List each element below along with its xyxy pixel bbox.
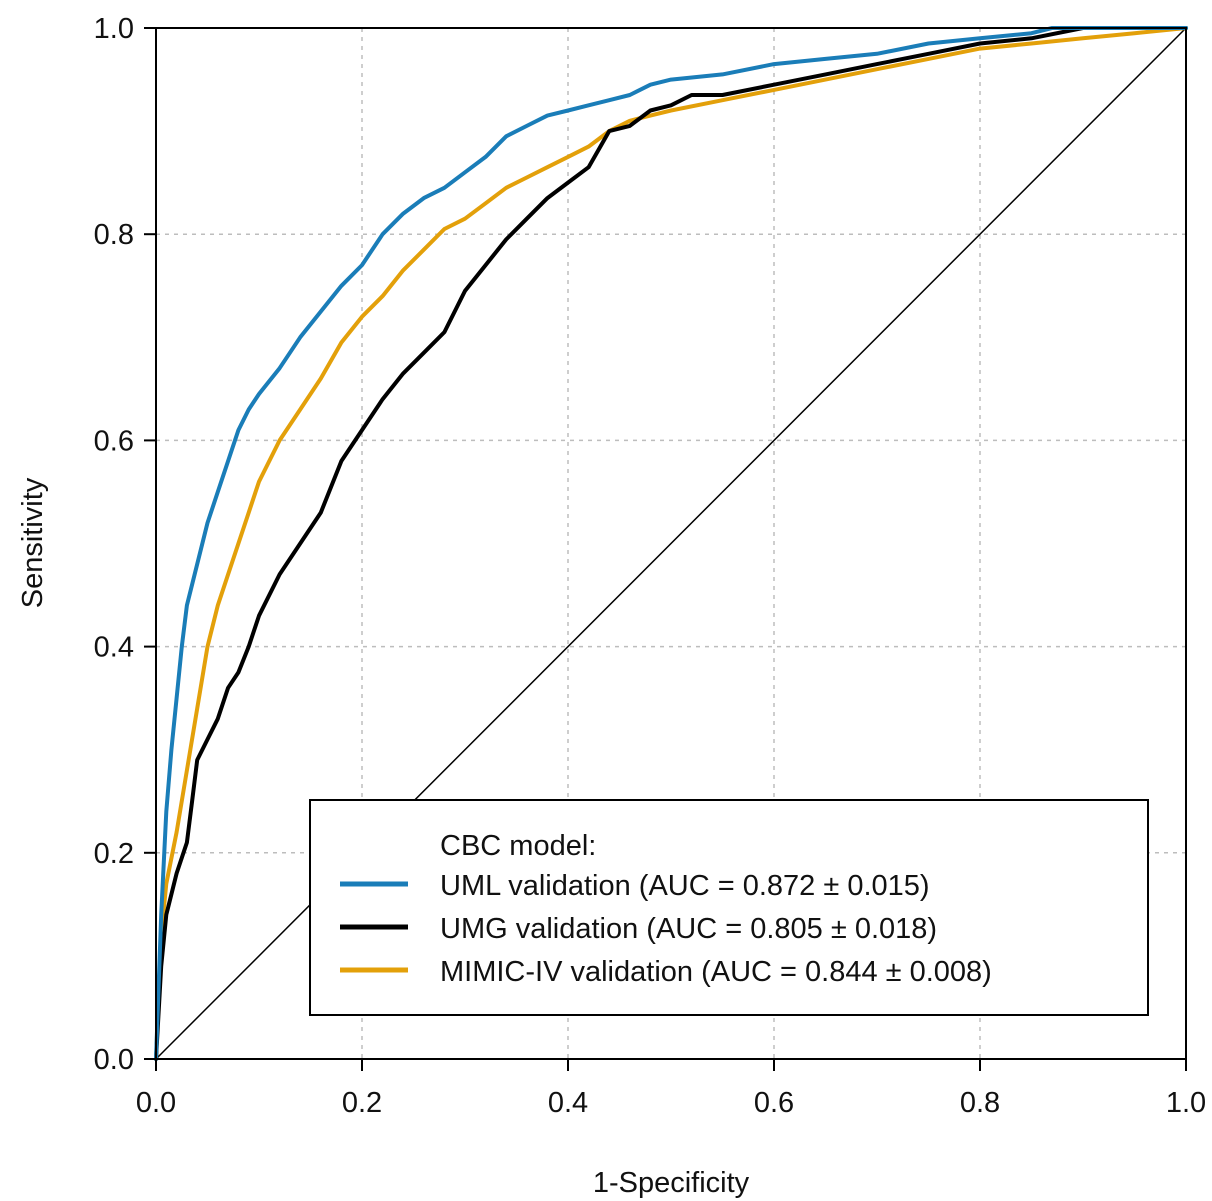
y-tick-label: 0.2 xyxy=(94,838,134,870)
x-tick-label: 0.2 xyxy=(342,1087,382,1119)
roc-curve-umg xyxy=(154,26,1188,1061)
roc-curve-mimic xyxy=(154,26,1188,1061)
x-tick-label: 0.6 xyxy=(754,1087,794,1119)
roc-curves xyxy=(154,26,1188,1061)
y-axis-label: Sensitivity xyxy=(17,477,49,608)
legend-box xyxy=(309,799,1149,1016)
x-axis-label: 1-Specificity xyxy=(593,1167,750,1199)
y-tick-label: 0.0 xyxy=(94,1044,134,1076)
legend-label-mimic: MIMIC-IV validation (AUC = 0.844 ± 0.008… xyxy=(440,956,992,988)
legend-label-umg: UMG validation (AUC = 0.805 ± 0.018) xyxy=(440,913,937,945)
legend-title: CBC model: xyxy=(440,830,596,862)
x-tick-label: 0.4 xyxy=(548,1087,588,1119)
x-tick-label: 0.0 xyxy=(136,1087,176,1119)
y-tick-label: 1.0 xyxy=(94,13,134,45)
y-tick-label: 0.4 xyxy=(94,632,134,664)
legend-label-uml: UML validation (AUC = 0.872 ± 0.015) xyxy=(440,870,930,902)
roc-curve-uml xyxy=(154,26,1188,1061)
plot-frame xyxy=(155,27,1187,1060)
x-tick-label: 1.0 xyxy=(1166,1087,1206,1119)
x-tick-label: 0.8 xyxy=(960,1087,1000,1119)
y-tick-label: 0.8 xyxy=(94,219,134,251)
legend: CBC model: UML validation (AUC = 0.872 ±… xyxy=(309,799,1149,1016)
axis-ticks: 0.0 0.2 0.4 0.6 0.8 1.0 0.0 0.2 0.4 0.6 0.8 1.0 xyxy=(94,13,1206,1119)
y-tick-label: 0.6 xyxy=(94,425,134,457)
